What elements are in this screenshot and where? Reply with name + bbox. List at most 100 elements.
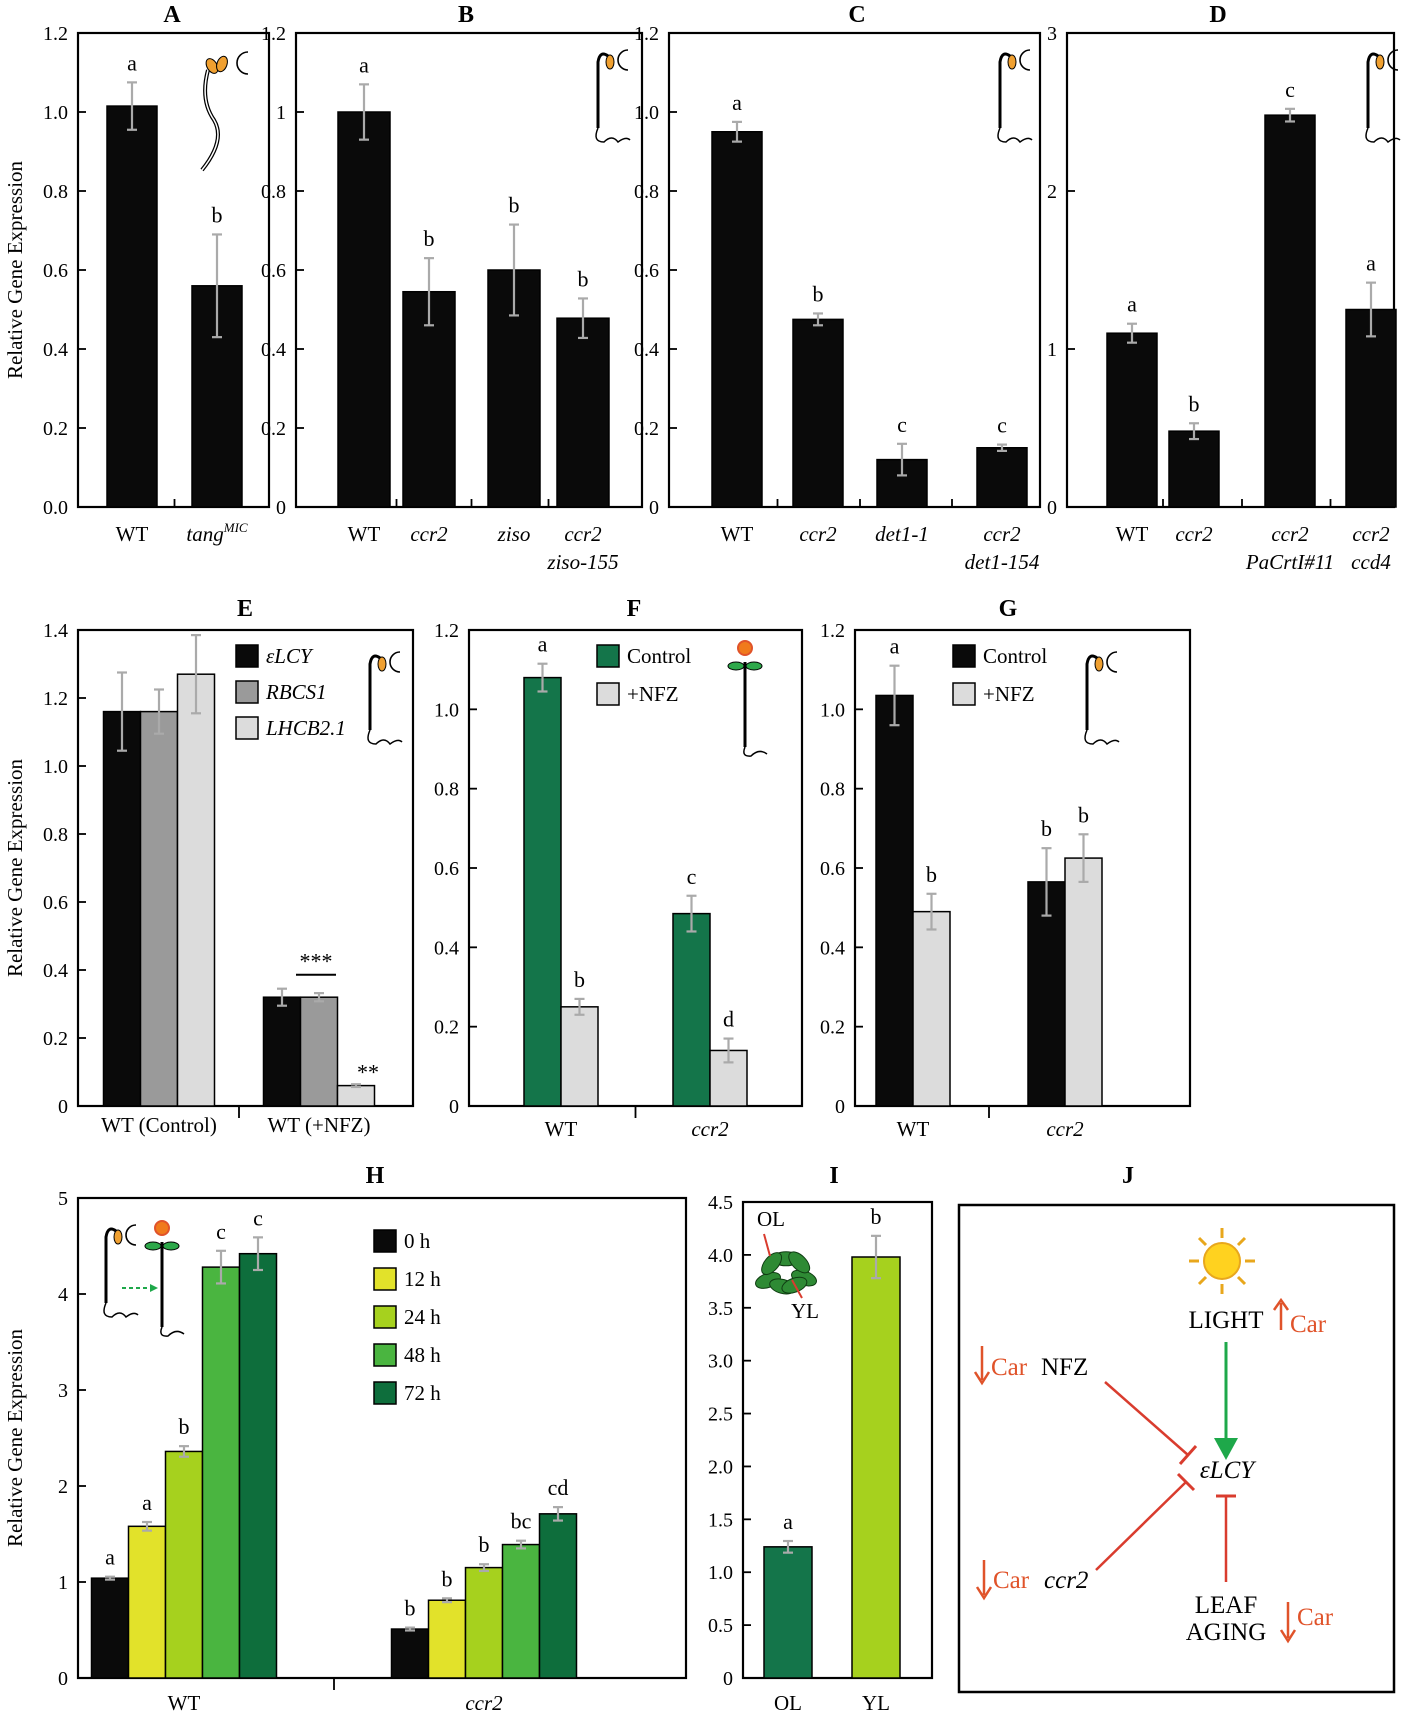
legend-swatch <box>235 716 259 740</box>
significance-letter: c <box>997 413 1007 438</box>
roots <box>367 729 403 746</box>
legend-swatch <box>596 682 620 706</box>
bar <box>501 1543 541 1679</box>
significance-letter: b <box>1041 816 1052 841</box>
y-tick-label: 4 <box>58 1284 68 1306</box>
category-label: det1-1 <box>875 522 929 546</box>
category-label: WT <box>348 522 381 546</box>
panel-g-chart: 0 0.2 0.4 0.6 0.8 1.0 1.2 Ga b WT b b ccr2 Control +NF… <box>820 596 1192 1141</box>
y-tick-label: 2 <box>58 1476 68 1498</box>
significance-letter: a <box>105 1545 115 1570</box>
car-up-arrow <box>1272 1297 1290 1330</box>
seedling-stem <box>998 52 1011 128</box>
bar <box>238 1252 278 1679</box>
seedling-stem <box>596 52 609 128</box>
y-tick-label: 1.2 <box>261 23 286 45</box>
y-tick-label: 1.0 <box>43 756 68 778</box>
car-label-light: Car <box>1290 1311 1327 1338</box>
y-tick-label: 1.0 <box>43 102 68 124</box>
y-tick-label: 0.6 <box>434 858 459 880</box>
panel-label-g: G <box>999 596 1018 622</box>
y-tick-label: 0 <box>835 1096 845 1118</box>
seedling-stem <box>1085 654 1098 730</box>
y-tick-label: 3.5 <box>708 1298 733 1320</box>
yl-pointer <box>791 1279 803 1299</box>
y-tick-label: 1 <box>1047 339 1057 361</box>
significance-letter: b <box>813 281 824 306</box>
bar <box>875 694 914 1107</box>
car-label-aging: Car <box>1297 1604 1334 1631</box>
y-tick-label: 0.6 <box>261 260 286 282</box>
bar <box>102 710 142 1107</box>
category-label: ccr2 <box>1352 522 1390 546</box>
y-tick-label: 0.6 <box>634 260 659 282</box>
y-tick-label: 0.4 <box>434 937 459 959</box>
significance-letter: b <box>871 1204 882 1229</box>
moon-icon <box>1387 49 1399 71</box>
panel-label-a: A <box>163 2 181 28</box>
category-label: PaCrtI#11 <box>1245 550 1334 574</box>
moon-icon <box>617 49 629 71</box>
y-tick-label: 1.2 <box>820 620 845 642</box>
significance-letter: b <box>926 862 937 887</box>
significance-letter: c <box>216 1219 226 1244</box>
y-tick-label: 1.2 <box>634 23 659 45</box>
activation-arrowhead <box>1214 1438 1238 1460</box>
ccr2-inhibition-bar <box>1176 1472 1196 1492</box>
legend-label: 48 h <box>404 1343 441 1367</box>
cotyledon <box>1007 54 1017 70</box>
roots <box>595 127 631 144</box>
bar <box>262 996 302 1107</box>
y-tick-label: 1.5 <box>708 1509 733 1531</box>
category-label: ccr2 <box>691 1117 729 1141</box>
bar <box>1106 332 1158 508</box>
significance-letter: a <box>127 50 137 75</box>
y-tick-label: 1.2 <box>43 688 68 710</box>
significance-letter: a <box>890 634 900 659</box>
category-label: ziso <box>497 522 531 546</box>
significance-letter: b <box>509 193 520 218</box>
category-label: WT <box>116 522 149 546</box>
legend-label: LHCB2.1 <box>265 716 346 740</box>
y-tick-label: 1.0 <box>634 102 659 124</box>
y-tick-label: 2.0 <box>708 1456 733 1478</box>
significance-letter: b <box>479 1532 490 1557</box>
y-tick-label: 0.8 <box>634 181 659 203</box>
dark-grown-seedling-icon <box>997 49 1033 144</box>
y-tick-label: 0 <box>723 1668 733 1690</box>
legend-swatch <box>373 1229 397 1253</box>
panel-label-d: D <box>1209 2 1226 28</box>
leaf <box>144 1241 162 1251</box>
bar <box>763 1546 813 1679</box>
moon-icon <box>1106 651 1118 673</box>
panel-label-e: E <box>237 596 253 622</box>
bar <box>164 1450 204 1679</box>
cotyledon <box>605 54 615 70</box>
y-tick-label: 2 <box>1047 181 1057 203</box>
significance-letter: b <box>1078 802 1089 827</box>
legend-swatch <box>235 644 259 668</box>
roots <box>1365 127 1401 144</box>
significance-letter: b <box>212 202 223 227</box>
leaf <box>162 1241 180 1251</box>
plot-frame <box>76 1196 688 1680</box>
y-tick-label: 0.8 <box>820 779 845 801</box>
category-label: WT (Control) <box>101 1113 217 1137</box>
panel-i-chart: 0 0.5 1.0 1.5 2.0 2.5 3.0 3.5 4.0 4.5 Ia b OL YL <box>708 1163 934 1711</box>
bar <box>390 1628 430 1679</box>
legend-swatch <box>373 1305 397 1329</box>
bar <box>851 1256 901 1679</box>
legend-swatch <box>952 682 976 706</box>
bar <box>139 710 179 1107</box>
rosette-leaf <box>761 1252 783 1276</box>
leaf <box>727 661 745 671</box>
bar <box>1168 430 1220 508</box>
sun-small-icon <box>154 1220 170 1236</box>
y-tick-label: 5 <box>58 1188 68 1210</box>
plot-frame <box>741 1200 934 1680</box>
panel-f-chart: 0 0.2 0.4 0.6 0.8 1.0 1.2 Fa b WT c d ccr2 Control +NF… <box>434 596 804 1141</box>
y-tick-label: 3.0 <box>708 1351 733 1373</box>
category-label: ccr2 <box>564 522 602 546</box>
bar <box>427 1599 467 1679</box>
dark-grown-seedling-icon <box>1084 651 1120 746</box>
